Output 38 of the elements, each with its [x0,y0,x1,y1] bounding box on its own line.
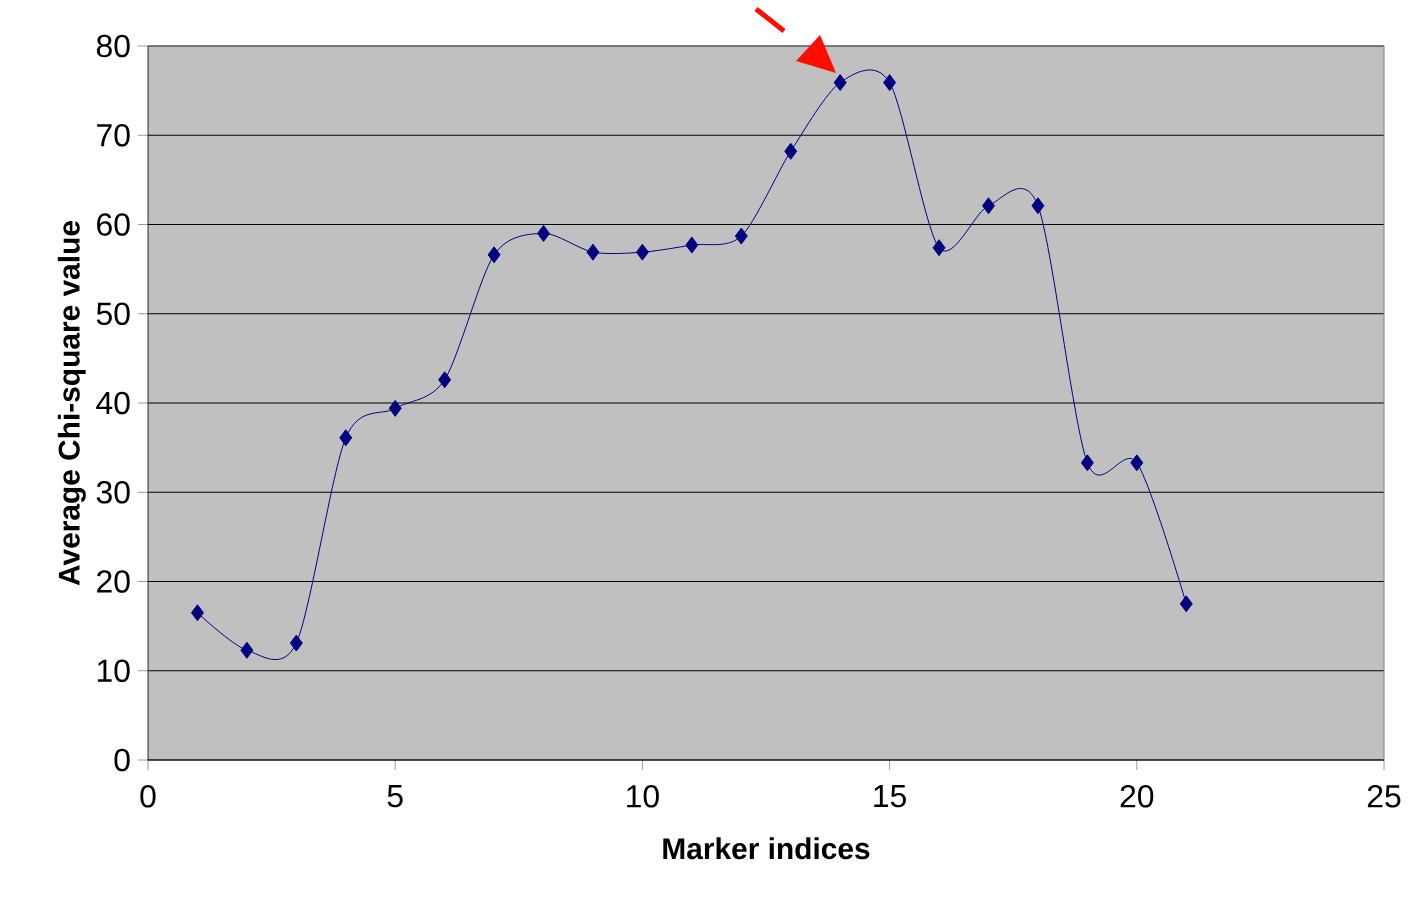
point [388,399,402,417]
point [537,224,550,242]
point [883,74,897,92]
x-tick-label: 15 [874,785,906,808]
point [734,227,748,245]
point [438,371,452,389]
y-tick-label: 0 [114,748,130,772]
y-tick-label: 30 [96,480,130,504]
point [190,604,204,622]
y-tick-label: 20 [97,570,130,593]
point [1130,454,1144,472]
y-tick-label: 50 [96,302,130,326]
y-axis-title: Average Chi-square value [57,221,86,586]
y-tick-label: 60 [97,213,130,236]
point [586,243,600,261]
point [1179,595,1193,613]
point [339,429,353,447]
point [1080,454,1094,472]
point [240,641,254,659]
point [635,243,649,261]
point [685,236,699,254]
point [833,74,847,92]
point [289,634,303,652]
point [982,197,995,215]
x-tick-label: 20 [1120,785,1154,808]
x-tick-label: 5 [387,785,403,808]
y-tick-label: 10 [97,659,130,683]
x-tick-label: 10 [627,785,659,808]
y-tick-label: 80 [96,34,130,58]
point [487,246,501,264]
x-tick-label: 25 [1367,785,1401,808]
point [1031,197,1045,215]
point [784,142,798,160]
point [932,239,946,257]
x-tick-label: 0 [140,785,156,808]
y-tick-label: 40 [96,391,130,415]
x-axis-title: Marker indices [663,837,870,860]
y-tick-label: 70 [97,123,130,147]
